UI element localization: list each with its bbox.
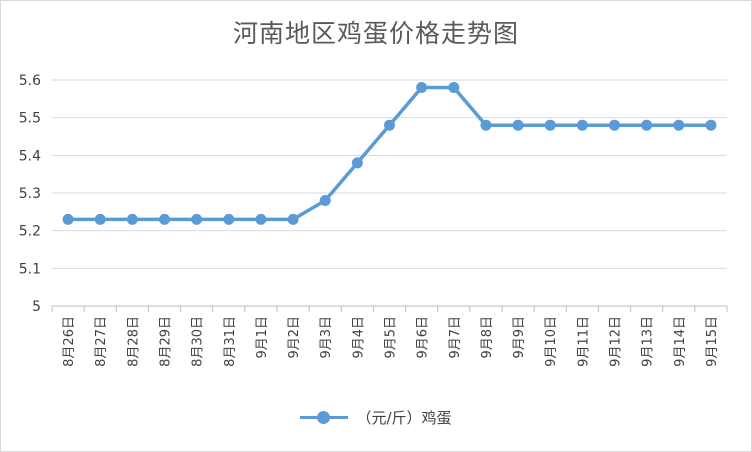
- data-point: [319, 195, 331, 207]
- data-point: [544, 119, 556, 131]
- y-tick-label: 5.2: [19, 224, 41, 240]
- x-tick-label: 9月2日: [287, 316, 302, 359]
- x-tick-label: 8月31日: [223, 316, 238, 367]
- data-point: [126, 213, 138, 225]
- data-point: [705, 119, 717, 131]
- x-tick-label: 9月7日: [448, 316, 463, 359]
- legend-marker-icon: [300, 410, 349, 425]
- x-tick-label: 9月12日: [609, 316, 624, 367]
- data-point: [576, 119, 588, 131]
- data-point: [159, 213, 170, 225]
- x-tick-label: 8月30日: [191, 316, 206, 367]
- x-tick-label: 9月15日: [705, 316, 720, 367]
- x-tick-label: 9月8日: [480, 316, 495, 359]
- x-tick-label: 8月27日: [94, 316, 109, 367]
- x-tick-label: 9月6日: [416, 316, 431, 359]
- y-tick-label: 5.3: [19, 186, 41, 202]
- y-tick-label: 5: [32, 299, 41, 315]
- x-tick-label: 9月3日: [319, 316, 334, 359]
- data-point: [416, 82, 428, 94]
- x-tick-label: 9月13日: [641, 316, 656, 367]
- y-tick-label: 5.6: [19, 73, 41, 89]
- x-tick-label: 9月9日: [512, 316, 527, 359]
- legend: （元/斤）鸡蛋: [0, 407, 752, 428]
- data-point: [609, 119, 620, 131]
- x-tick-label: 9月10日: [544, 316, 559, 367]
- data-point: [94, 213, 106, 225]
- data-point: [191, 213, 203, 225]
- y-tick-label: 5.1: [19, 261, 41, 277]
- chart-title: 河南地区鸡蛋价格走势图: [232, 19, 519, 48]
- series-line: [66, 85, 713, 222]
- x-tick-label: 9月14日: [673, 316, 688, 367]
- data-point: [673, 119, 685, 131]
- data-point: [512, 119, 524, 131]
- data-point: [351, 157, 363, 169]
- data-point: [480, 119, 492, 131]
- x-tick-label: 9月4日: [351, 316, 366, 359]
- y-tick-label: 5.4: [19, 148, 41, 164]
- data-point: [448, 82, 460, 94]
- data-point: [255, 213, 267, 225]
- data-point: [641, 119, 653, 131]
- data-point: [384, 119, 395, 131]
- x-tick-label: 9月1日: [255, 316, 270, 359]
- data-point: [62, 213, 74, 225]
- x-tick-label: 9月11日: [576, 316, 591, 367]
- data-point: [223, 213, 235, 225]
- data-point: [287, 213, 299, 225]
- x-tick-label: 8月28日: [126, 316, 141, 367]
- x-tick-label: 8月26日: [62, 316, 77, 367]
- y-tick-label: 5.5: [19, 111, 41, 127]
- legend-label: （元/斤）鸡蛋: [356, 409, 452, 427]
- x-tick-label: 8月29日: [159, 316, 174, 367]
- x-tick-label: 9月5日: [384, 316, 399, 359]
